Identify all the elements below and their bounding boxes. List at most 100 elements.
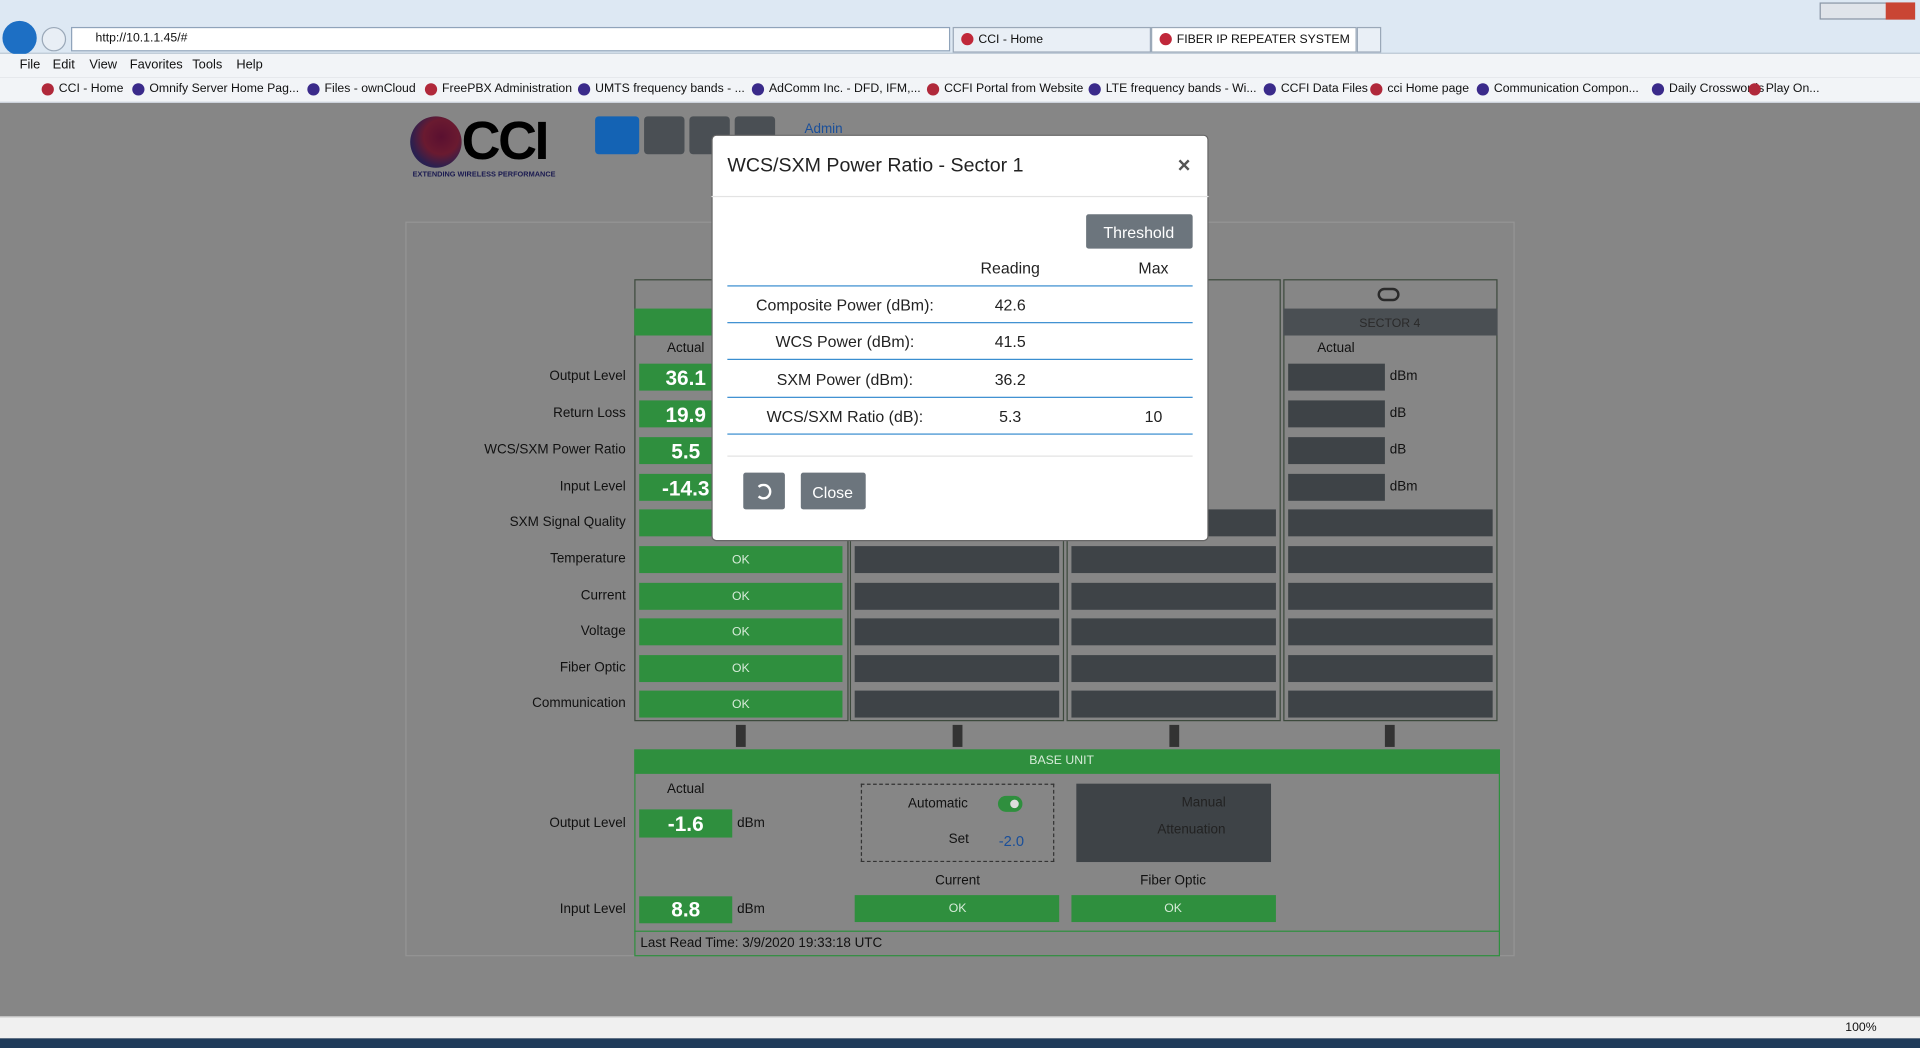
unit: dBm [737,901,765,917]
status-box [1288,618,1493,646]
forward-button[interactable] [41,26,67,52]
row-label: Input Level [559,901,626,917]
tab-title[interactable]: FIBER IP REPEATER SYSTEM [1176,33,1350,47]
favorite[interactable]: AdComm Inc. - DFD, IFM,... [768,82,921,96]
base-unit [634,749,1501,957]
status-box [854,618,1060,646]
status-box [1071,546,1276,574]
button-label[interactable]: Threshold [1103,223,1175,242]
status-box [854,582,1060,610]
row-label: Return Loss [553,405,626,421]
row-label: SXM Signal Quality [509,514,626,530]
status: OK [731,697,750,712]
status-box [639,546,843,574]
tab[interactable] [1151,26,1357,53]
menu-item[interactable]: View [89,57,118,72]
column-header: Reading [980,258,1040,278]
favorite[interactable]: Daily Crosswords [1668,82,1765,96]
favorite-icon [424,83,438,96]
value-box [1288,400,1385,428]
threshold-button[interactable] [1086,214,1193,249]
favorite-icon [926,83,940,96]
favorite[interactable]: cci Home page [1387,82,1470,96]
favorite[interactable]: LTE frequency bands - Wi... [1105,82,1257,96]
favorite[interactable]: CCI - Home [58,82,124,96]
taskbar [0,1038,1920,1048]
menu-item[interactable]: Help [236,57,263,72]
nav-monitor[interactable] [595,116,640,155]
favorite[interactable]: CCFI Portal from Website [944,82,1084,96]
actual-label: Actual [1317,341,1355,356]
row-label: Output Level [549,816,626,831]
status-box [1288,690,1493,718]
menu-item[interactable]: Favorites [129,57,183,72]
status-box [1071,895,1276,923]
status: OK [731,590,750,604]
unit: dBm [737,816,765,831]
new-tab[interactable] [1356,26,1382,53]
close-window[interactable] [1885,2,1916,20]
favorite[interactable]: FreePBX Administration [442,82,573,96]
favorite[interactable]: Files - ownCloud [324,82,416,96]
favorite-icon [41,83,54,96]
last-read: Last Read Time: 3/9/2020 19:33:18 UTC [640,936,883,951]
tab[interactable] [952,26,1152,53]
user[interactable]: Admin [804,121,843,137]
menu-item[interactable]: Tools [192,57,223,72]
status: OK [948,902,967,916]
menu-item[interactable]: Edit [52,57,75,72]
favorites-bar [0,77,1920,103]
favorite-icon [1263,83,1276,96]
base-unit-header [634,749,1501,774]
row-line [727,396,1193,398]
automatic-box [860,783,1055,863]
tagline: EXTENDING WIRELESS PERFORMANCE [412,171,556,179]
row-label: Communication [532,696,626,711]
reading: 5.3 [999,407,1022,426]
favorite-icon [132,83,145,96]
favorite-icon [577,83,591,96]
manual-box [1076,783,1272,863]
status-box [1288,546,1493,574]
actual-label: Actual [666,781,705,797]
value-box [639,809,733,838]
favorite[interactable]: Omnify Server Home Pag... [149,82,300,96]
set-value: -2.0 [998,832,1025,850]
value-box [1288,363,1385,391]
status: OK [731,662,750,676]
modal [711,134,1209,542]
status-box [854,690,1060,718]
label: Set [948,832,969,847]
row-line [727,322,1193,324]
favorite[interactable]: Play On... [1765,82,1820,96]
refresh-icon [755,483,772,500]
value-box [639,896,733,924]
value-box [1288,437,1385,465]
input-value: 8.8 [671,898,701,922]
button-label[interactable]: Close [812,483,854,502]
status-bar [0,1016,1920,1039]
reading: 41.5 [994,332,1026,352]
base-unit-title: BASE UNIT [1029,754,1094,768]
modal-close-icon[interactable]: × [1177,153,1191,178]
zoom[interactable]: 100% [1845,1021,1877,1035]
menu-item[interactable]: File [19,57,41,72]
logo-mark [410,116,462,168]
tab-title[interactable]: CCI - Home [978,33,1044,47]
favorite-icon [1088,83,1101,96]
row-label: WCS Power (dBm): [775,332,915,352]
favorite[interactable]: UMTS frequency bands - ... [595,82,745,96]
status-box [639,618,843,646]
close-button[interactable] [800,472,866,510]
favorite[interactable]: CCFI Data Files [1280,82,1368,96]
address-bar[interactable] [71,26,951,52]
nav-button[interactable] [644,116,685,155]
sector4-icon [1377,287,1400,302]
sector1-value: 19.9 [665,403,706,427]
status-box [1288,582,1493,610]
back-button[interactable] [2,20,37,56]
favorite[interactable]: Communication Compon... [1493,82,1639,96]
value-box [1288,473,1385,501]
status-box [1071,655,1276,683]
